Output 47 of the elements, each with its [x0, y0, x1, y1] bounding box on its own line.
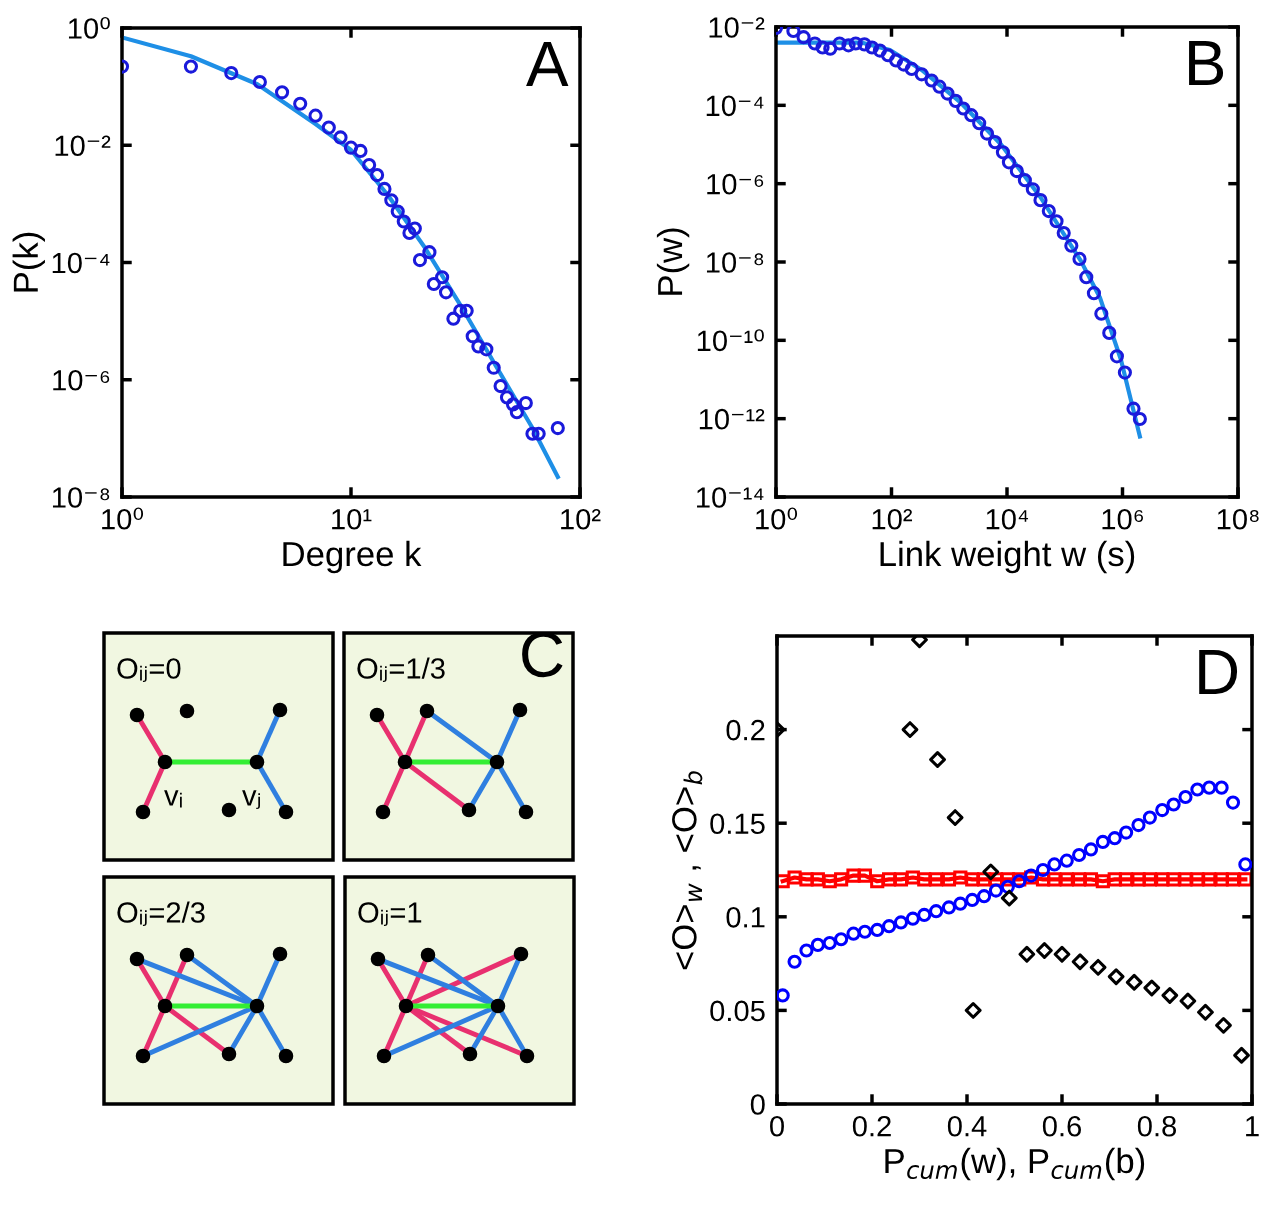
- y-tick-label: 10⁻²: [709, 17, 765, 38]
- text: vⱼ: [242, 790, 260, 810]
- annotation: D: [1199, 650, 1238, 694]
- x-tick-label: 10¹: [332, 508, 372, 530]
- x-tick-label: 10²: [561, 508, 601, 530]
- text: C: [522, 631, 563, 678]
- y-axis-title: P(k): [12, 232, 45, 292]
- x-tick-label: 0.8: [1137, 1115, 1177, 1137]
- text: vᵢ: [164, 790, 182, 808]
- x-tick-label: 0.6: [1042, 1115, 1081, 1137]
- text: Oᵢⱼ=2/3: [117, 901, 205, 927]
- text: Oᵢⱼ=0: [117, 658, 181, 683]
- y-tick-label: 10⁻¹²: [699, 408, 765, 430]
- y-tick-label: 10⁻⁸: [706, 252, 764, 273]
- text: Oᵢⱼ=1: [358, 902, 422, 927]
- x-tick-label: 10⁸: [1217, 508, 1259, 530]
- y-tick-label: 10⁻²: [55, 135, 111, 157]
- x-tick-label: 0.4: [947, 1115, 987, 1137]
- annotation: A: [526, 42, 569, 87]
- x-axis-title: Link weight w (s): [880, 540, 1135, 574]
- x-axis-title: Degree k: [283, 540, 422, 574]
- y-tick-label: 0.05: [710, 1000, 765, 1022]
- x-tick-label: 0: [770, 1115, 784, 1137]
- y-tick-label: 10⁰: [68, 16, 110, 39]
- y-tick-label: 0.2: [726, 719, 765, 741]
- y-tick-label: 10⁻⁶: [53, 369, 110, 391]
- y-axis-title: <O>$_{w}$ , <O>$_{b}$: [672, 771, 703, 970]
- y-tick-label: 10⁻⁴: [706, 95, 764, 117]
- annotation: B: [1189, 41, 1224, 86]
- x-tick-label: 10⁶: [1102, 508, 1143, 530]
- text: Oᵢⱼ=1/3: [357, 657, 445, 683]
- y-axis-title: P(w): [656, 228, 690, 295]
- y-tick-label: 10⁻¹⁴: [697, 487, 764, 508]
- x-tick-label: 10⁴: [986, 508, 1029, 530]
- y-tick-label: 0.15: [710, 813, 765, 835]
- x-tick-label: 1: [1246, 1116, 1259, 1137]
- x-tick-label: 0.2: [852, 1115, 891, 1137]
- x-tick-label: 10⁰: [756, 507, 798, 530]
- x-tick-label: 10⁰: [102, 507, 144, 530]
- y-tick-label: 10⁻⁴: [52, 252, 110, 274]
- y-tick-label: 10⁻⁸: [52, 487, 110, 508]
- x-axis-title: P$_{cum}$(w), P$_{cum}$(b): [885, 1147, 1145, 1181]
- x-tick-label: 10²: [872, 508, 913, 530]
- y-tick-label: 10⁻⁶: [707, 173, 764, 195]
- y-tick-label: 0: [750, 1094, 765, 1115]
- y-tick-label: 10⁻¹⁰: [697, 329, 764, 352]
- y-tick-label: 0.1: [726, 907, 765, 928]
